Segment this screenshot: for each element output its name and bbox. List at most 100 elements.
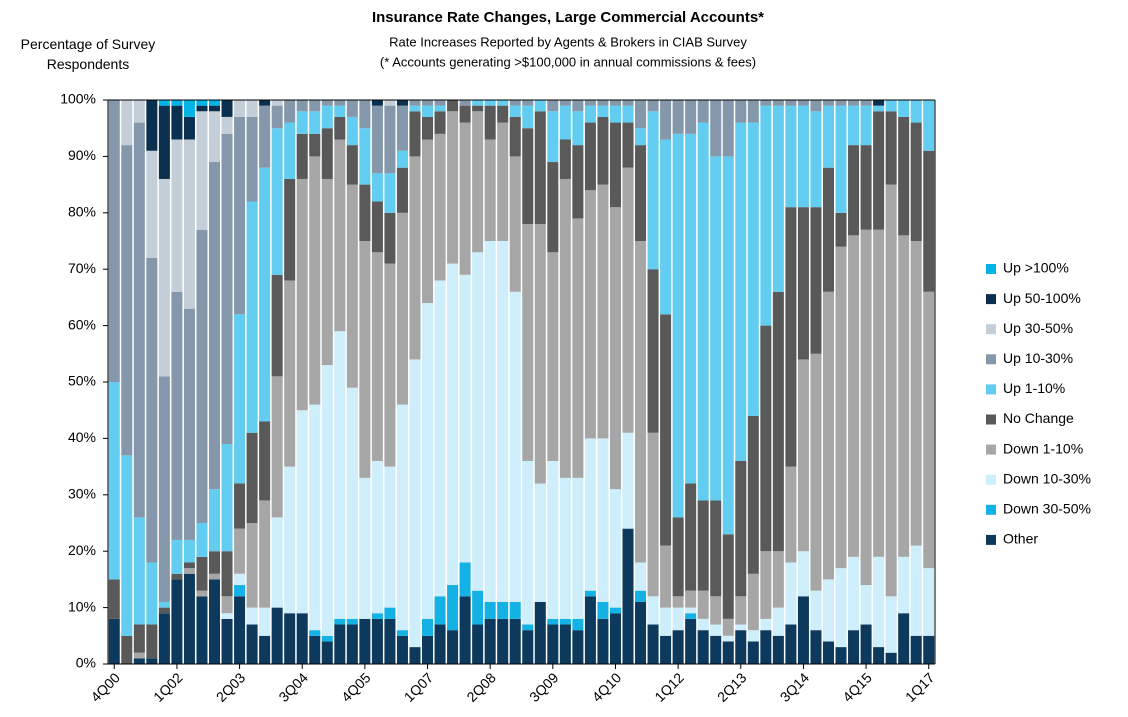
- bar-segment: [384, 100, 396, 106]
- bar-segment: [547, 618, 559, 625]
- bar-segment: [384, 173, 396, 213]
- bar-segment: [171, 105, 183, 140]
- bar-segment: [434, 596, 446, 625]
- bar-segment: [622, 105, 634, 123]
- bar-segment: [885, 100, 897, 112]
- bar-segment: [221, 613, 233, 619]
- bar-segment: [509, 116, 521, 157]
- bar-segment: [672, 517, 684, 597]
- bar-segment: [346, 618, 358, 625]
- bar-segment: [609, 207, 621, 490]
- bar-segment: [735, 624, 747, 631]
- bar-segment: [710, 624, 722, 636]
- bar-segment: [484, 105, 496, 140]
- bar-segment: [234, 483, 246, 529]
- bar-segment: [735, 460, 747, 597]
- bar-segment: [396, 212, 408, 405]
- bar-segment: [396, 404, 408, 631]
- bar-segment: [234, 573, 246, 586]
- bar-segment: [359, 100, 371, 129]
- bar-segment: [910, 100, 922, 123]
- bar-segment: [747, 641, 759, 664]
- bar-segment: [221, 100, 233, 117]
- bar-segment: [559, 100, 571, 106]
- bar-segment: [747, 100, 759, 123]
- bar-segment: [898, 556, 910, 614]
- bar-segment: [735, 596, 747, 625]
- bar-segment: [672, 607, 684, 631]
- bar-segment: [146, 658, 158, 664]
- bar-segment: [359, 618, 371, 664]
- bar-segment: [547, 252, 559, 461]
- bar-segment: [685, 618, 697, 664]
- chart-title: Insurance Rate Changes, Large Commercial…: [372, 9, 764, 26]
- bar-segment: [584, 100, 596, 106]
- bar-segment: [422, 116, 434, 140]
- bar-segment: [647, 111, 659, 270]
- bar-segment: [321, 365, 333, 636]
- bar-segment: [296, 613, 308, 664]
- bar-segment: [609, 613, 621, 664]
- x-tick-label: 4Q05: [338, 669, 374, 705]
- bar-segment: [108, 579, 120, 619]
- bar-segment: [885, 652, 897, 664]
- bar-segment: [910, 545, 922, 636]
- bar-segment: [860, 145, 872, 230]
- bar-segment: [797, 359, 809, 552]
- bar-segment: [835, 647, 847, 664]
- bar-segment: [810, 630, 822, 664]
- bar-segment: [371, 460, 383, 614]
- bar-segment: [259, 167, 271, 422]
- bar-segment: [396, 635, 408, 664]
- bar-segment: [622, 528, 634, 664]
- bar-segment: [384, 105, 396, 174]
- bar-segment: [484, 139, 496, 241]
- bar-segment: [860, 624, 872, 664]
- bar-segment: [923, 635, 935, 664]
- bar-segment: [685, 613, 697, 619]
- bar-segment: [785, 562, 797, 625]
- bar-segment: [522, 624, 534, 631]
- bar-segment: [559, 618, 571, 625]
- bar-segment: [196, 111, 208, 230]
- bar-segment: [422, 303, 434, 619]
- bar-segment: [484, 100, 496, 106]
- bar-segment: [309, 630, 321, 636]
- bar-segment: [183, 100, 195, 117]
- bar-segment: [923, 100, 935, 151]
- bar-segment: [234, 528, 246, 574]
- bar-segment: [196, 229, 208, 523]
- bar-segment: [321, 100, 333, 106]
- bar-segment: [158, 105, 170, 179]
- bar-segment: [797, 207, 809, 360]
- bar-segment: [296, 133, 308, 179]
- bar-segment: [183, 539, 195, 563]
- bar-segment: [584, 438, 596, 591]
- bar-segment: [234, 100, 246, 117]
- bar-segment: [647, 624, 659, 664]
- bar-segment: [196, 590, 208, 597]
- bar-segment: [810, 207, 822, 354]
- bar-segment: [584, 190, 596, 439]
- bar-segment: [196, 596, 208, 664]
- y-tick-label: 80%: [68, 204, 96, 220]
- bar-segment: [234, 596, 246, 664]
- bar-segment: [321, 178, 333, 366]
- y-tick-label: 100%: [60, 91, 96, 107]
- bar-segment: [334, 100, 346, 106]
- bar-segment: [609, 105, 621, 123]
- bar-segment: [497, 241, 509, 602]
- bar-segment: [146, 562, 158, 625]
- bar-segment: [196, 100, 208, 106]
- bar-segment: [447, 585, 459, 631]
- bar-segment: [647, 100, 659, 112]
- bar-segment: [497, 105, 509, 123]
- bar-segment: [472, 111, 484, 253]
- x-tick-label: 4Q10: [589, 669, 625, 705]
- bar-segment: [346, 624, 358, 664]
- bar-segment: [559, 624, 571, 664]
- bar-segment: [171, 573, 183, 580]
- bar-segment: [371, 618, 383, 664]
- bar-segment: [772, 635, 784, 664]
- bar-segment: [559, 178, 571, 478]
